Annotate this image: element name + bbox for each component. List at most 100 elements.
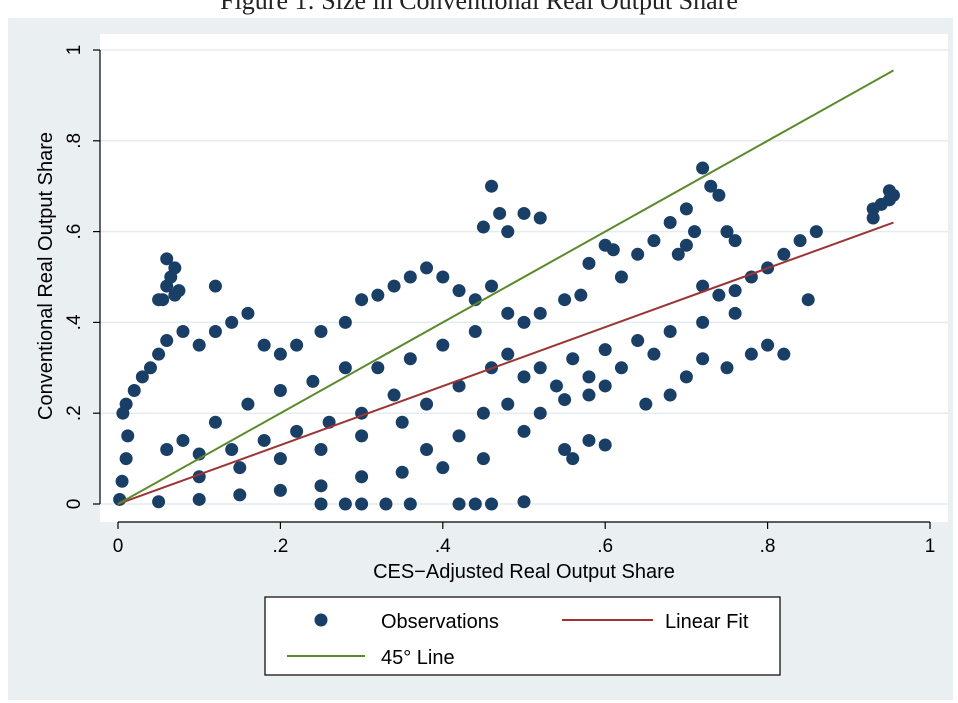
observation-point — [119, 397, 133, 411]
observation-point — [119, 452, 133, 466]
observation-point — [436, 338, 450, 352]
observation-point — [395, 415, 409, 429]
observation-points — [113, 161, 900, 511]
observation-point — [176, 324, 190, 338]
observation-point — [355, 497, 369, 511]
observation-point — [273, 452, 287, 466]
observation-point — [152, 495, 166, 509]
observation-point — [517, 315, 531, 329]
y-ticks: 0 .2 .4 .6 .8 1 — [64, 45, 100, 509]
observation-point — [192, 338, 206, 352]
legend-box — [264, 596, 781, 676]
observation-point — [631, 247, 645, 261]
observation-point — [582, 388, 596, 402]
observation-point — [501, 225, 515, 239]
observation-point — [306, 374, 320, 388]
observation-point — [679, 202, 693, 216]
observation-point — [314, 324, 328, 338]
observation-point — [696, 161, 710, 175]
observation-point — [485, 497, 499, 511]
observation-point — [777, 247, 791, 261]
observation-point — [712, 288, 726, 302]
observation-point — [290, 424, 304, 438]
observation-point — [886, 188, 900, 202]
observation-point — [135, 370, 149, 384]
observation-point — [533, 361, 547, 375]
observation-point — [809, 225, 823, 239]
observation-point — [728, 306, 742, 320]
observation-point — [273, 483, 287, 497]
observation-point — [688, 225, 702, 239]
observation-point — [436, 270, 450, 284]
observation-point — [338, 315, 352, 329]
y-tick-label-2: .4 — [64, 314, 85, 330]
linear-fit-line — [117, 221, 894, 505]
figure-title-strip: Figure 1: Size in Conventional Real Outp… — [0, 0, 958, 18]
observation-point — [574, 288, 588, 302]
observation-point — [115, 474, 129, 488]
observation-point — [452, 379, 466, 393]
observation-point — [160, 334, 174, 348]
observation-point — [558, 443, 572, 457]
observation-point — [517, 424, 531, 438]
observation-point — [208, 279, 222, 293]
observation-point — [476, 406, 490, 420]
observation-point — [501, 306, 515, 320]
observation-point — [663, 324, 677, 338]
x-axis-title: CES−Adjusted Real Output Share — [373, 561, 675, 583]
observation-point — [257, 433, 271, 447]
observation-point — [679, 238, 693, 252]
observation-point — [452, 284, 466, 298]
observation-point — [225, 443, 239, 457]
observation-point — [152, 347, 166, 361]
observation-point — [290, 338, 304, 352]
y-tick-label-4: .8 — [64, 133, 85, 149]
observation-point — [379, 497, 393, 511]
observation-point — [452, 497, 466, 511]
observation-point — [233, 488, 247, 502]
observation-point — [663, 388, 677, 402]
observation-point — [598, 379, 612, 393]
observation-point — [225, 315, 239, 329]
observation-point — [160, 252, 174, 266]
observation-point — [485, 179, 499, 193]
x-tick-label-4: .8 — [760, 536, 776, 557]
observation-point — [257, 338, 271, 352]
observation-point — [420, 443, 434, 457]
observation-point — [801, 293, 815, 307]
observation-point — [241, 397, 255, 411]
observation-point — [314, 479, 328, 493]
observation-point — [647, 347, 661, 361]
observation-point — [696, 352, 710, 366]
observation-point — [273, 384, 287, 397]
observation-point — [355, 293, 369, 307]
observation-point — [143, 361, 157, 375]
legend-observations-marker — [314, 613, 328, 627]
observation-point — [273, 347, 287, 361]
diagonal-45-line — [117, 69, 894, 505]
observation-point — [314, 443, 328, 457]
observation-point — [582, 256, 596, 270]
observation-point — [338, 361, 352, 375]
observation-point — [728, 284, 742, 298]
observation-point — [371, 361, 385, 375]
observation-point — [606, 243, 620, 257]
observation-point — [355, 470, 369, 484]
observation-point — [533, 211, 547, 225]
observation-point — [728, 234, 742, 248]
observation-point — [208, 324, 222, 338]
observation-point — [720, 361, 734, 375]
observation-point — [517, 370, 531, 384]
observation-point — [582, 370, 596, 384]
observation-point — [696, 279, 710, 293]
observation-point — [314, 497, 328, 511]
observation-point — [614, 270, 628, 284]
observation-point — [233, 461, 247, 475]
observation-point — [663, 216, 677, 230]
observation-point — [598, 438, 612, 452]
observation-point — [192, 492, 206, 506]
observation-point — [420, 397, 434, 411]
observation-point — [485, 279, 499, 293]
observation-point — [395, 465, 409, 479]
observation-point — [387, 388, 401, 402]
